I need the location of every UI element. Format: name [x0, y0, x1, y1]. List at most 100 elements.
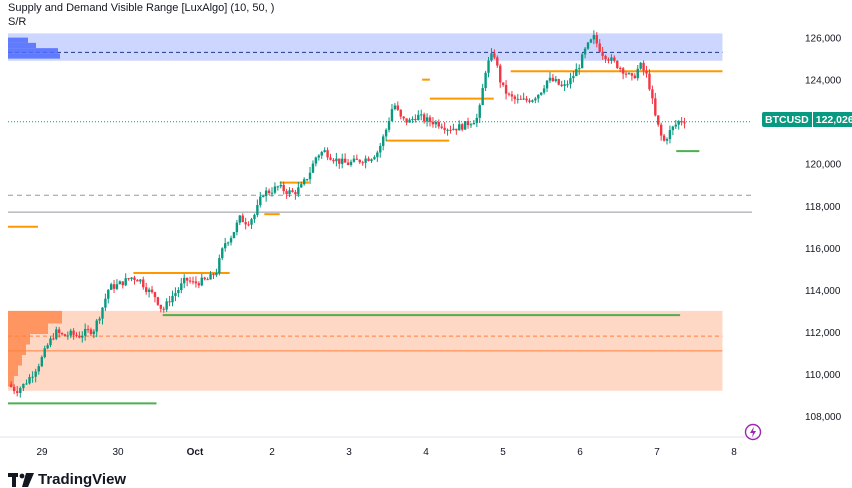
- candle-body: [621, 68, 625, 74]
- candle-body: [49, 338, 52, 346]
- supply-profile-bar: [8, 37, 28, 43]
- bearish-candle: [604, 54, 607, 63]
- candle-body: [323, 150, 326, 153]
- bearish-candle: [9, 381, 13, 388]
- bearish-candle: [422, 112, 426, 124]
- bearish-candle: [294, 189, 297, 200]
- bearish-candle: [642, 60, 645, 76]
- lightning-icon[interactable]: [744, 423, 762, 441]
- bullish-candle: [376, 150, 379, 162]
- candles: [9, 30, 686, 398]
- bullish-candle: [516, 93, 519, 104]
- bearish-candle: [367, 156, 370, 162]
- candle-body: [528, 100, 531, 102]
- bearish-candle: [57, 327, 61, 338]
- candle-body: [548, 77, 552, 81]
- bullish-candle: [490, 48, 493, 62]
- candle-body: [592, 35, 596, 40]
- candle-body: [285, 191, 288, 195]
- bearish-candle: [402, 116, 405, 121]
- candle-body: [355, 158, 359, 160]
- bearish-candle: [346, 158, 350, 166]
- bullish-candle: [475, 113, 479, 128]
- bearish-candle: [86, 325, 90, 333]
- candle-body: [364, 158, 367, 163]
- bearish-candle: [510, 91, 514, 102]
- candle-body: [127, 278, 130, 280]
- y-tick-label: 126,000: [805, 34, 842, 45]
- candle-body: [630, 73, 634, 76]
- candle-body: [250, 219, 253, 225]
- bullish-candle: [586, 41, 590, 50]
- tradingview-brand[interactable]: TradingView: [8, 471, 126, 488]
- bullish-candle: [223, 237, 227, 252]
- bullish-candle: [200, 273, 203, 287]
- bearish-candle: [142, 276, 145, 290]
- candle-body: [358, 159, 361, 163]
- bullish-candle: [34, 368, 37, 383]
- bullish-candle: [463, 120, 467, 130]
- candle-body: [194, 281, 198, 284]
- tradingview-logo-icon: [8, 472, 34, 487]
- bullish-candle: [364, 155, 367, 169]
- bearish-candle: [618, 66, 622, 72]
- y-tick-label: 116,000: [805, 244, 841, 255]
- bullish-candle: [545, 80, 549, 92]
- bearish-candle: [630, 72, 634, 81]
- candle-body: [537, 94, 540, 99]
- bearish-candle: [651, 85, 654, 105]
- candle-body: [320, 152, 323, 156]
- bullish-candle: [31, 371, 34, 383]
- candle-body: [402, 116, 405, 119]
- candle-body: [431, 121, 435, 125]
- candle-body: [28, 377, 31, 384]
- bearish-candle: [194, 276, 198, 288]
- candle-body: [624, 73, 628, 75]
- candle-body: [256, 205, 259, 215]
- bearish-candle: [282, 181, 285, 195]
- demand-profile-bar: [8, 365, 18, 377]
- indicator-legend-title[interactable]: Supply and Demand Visible Range [LuxAlgo…: [8, 2, 275, 14]
- bearish-candle: [355, 154, 359, 160]
- candle-body: [607, 59, 610, 61]
- candle-body: [534, 98, 537, 101]
- candle-body: [142, 279, 145, 288]
- candle-body: [314, 157, 318, 164]
- bearish-candle: [78, 331, 81, 339]
- candle-body: [147, 289, 151, 293]
- bullish-candle: [575, 63, 578, 77]
- candle-body: [16, 391, 19, 393]
- candle-body: [136, 279, 139, 282]
- bullish-candle: [124, 273, 127, 287]
- candle-body: [294, 192, 297, 195]
- x-tick-label: 4: [423, 447, 429, 458]
- bullish-candle: [434, 120, 438, 129]
- bullish-candle: [174, 287, 177, 302]
- bearish-candle: [683, 117, 686, 129]
- candle-body: [610, 57, 613, 61]
- bearish-candle: [507, 92, 511, 97]
- candle-body: [618, 67, 622, 69]
- candle-body: [262, 196, 265, 198]
- x-tick-label: 6: [577, 447, 583, 458]
- candle-body: [545, 80, 549, 89]
- candle-body: [367, 158, 370, 161]
- candle-body: [507, 93, 511, 95]
- candle-body: [300, 184, 303, 188]
- bullish-candle: [425, 113, 429, 127]
- bullish-candle: [537, 94, 540, 103]
- candle-body: [484, 72, 487, 89]
- bearish-candle: [607, 57, 610, 64]
- candle-body: [34, 371, 37, 377]
- y-tick-label: 108,000: [805, 412, 842, 423]
- bearish-candle: [121, 281, 124, 289]
- candle-body: [393, 105, 397, 110]
- indicator-legend-subtitle[interactable]: S/R: [8, 16, 27, 28]
- bullish-candle: [55, 326, 58, 341]
- bullish-candle: [481, 83, 484, 106]
- candle-body: [241, 215, 244, 223]
- x-tick-label: 3: [346, 447, 352, 458]
- bullish-candle: [305, 178, 309, 182]
- candle-body: [580, 54, 584, 69]
